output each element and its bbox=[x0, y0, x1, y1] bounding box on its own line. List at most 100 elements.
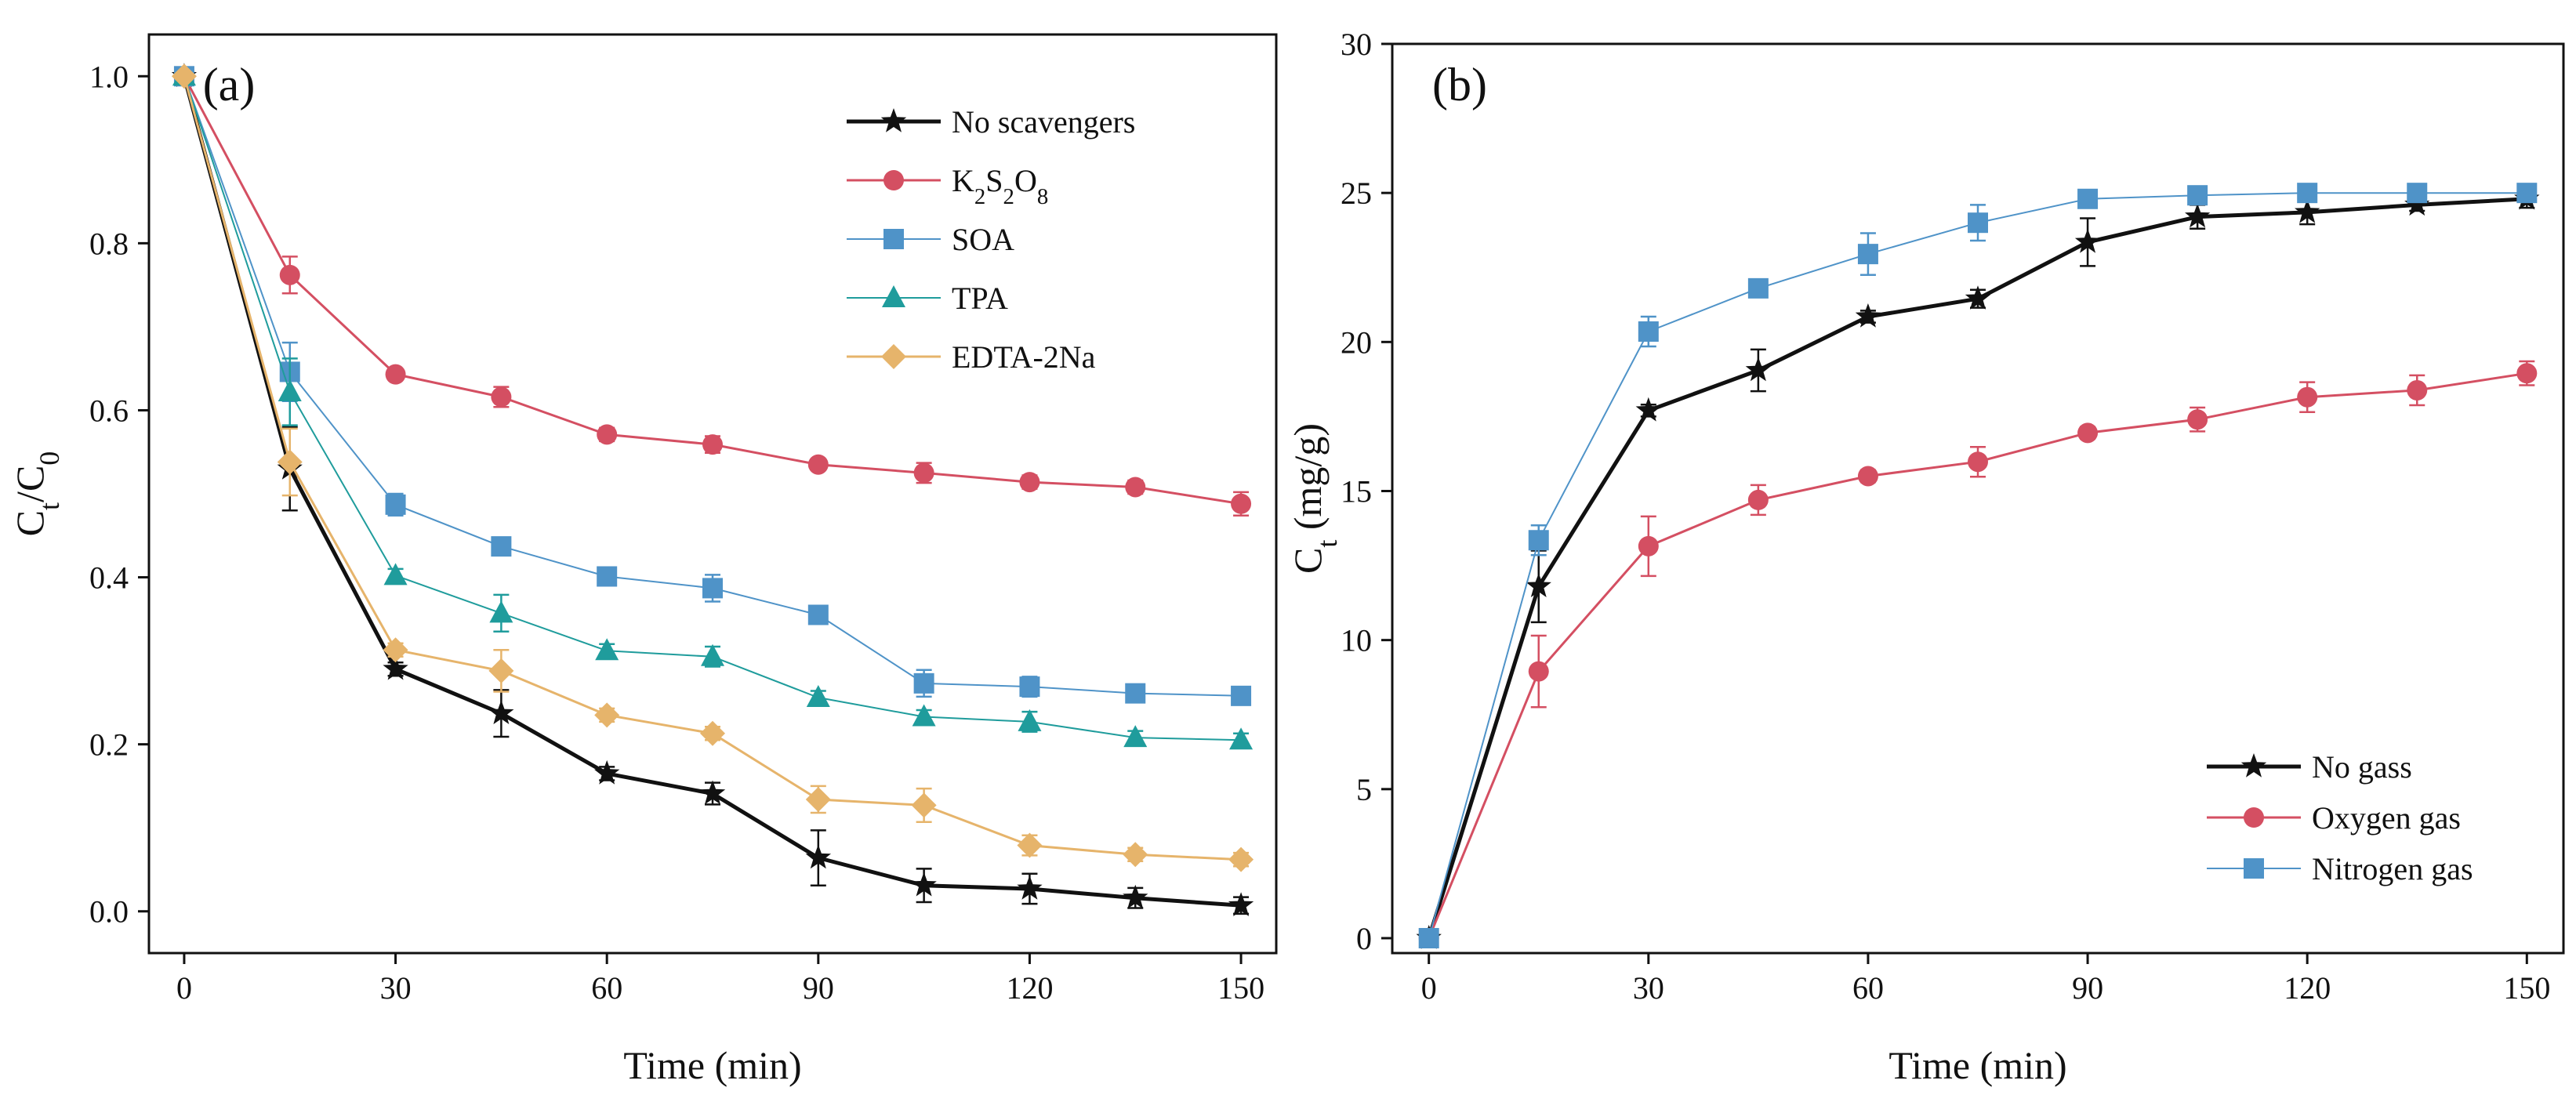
legend-a: No scavengers K2S2O8 SOA TPA EDTA-2Na bbox=[847, 104, 1135, 375]
legend-label: Oxygen gas bbox=[2312, 800, 2461, 836]
y-axis-title: Ct/C0 bbox=[8, 451, 65, 537]
series-soa bbox=[173, 66, 1252, 706]
data-point bbox=[488, 700, 514, 724]
x-tick-label: 150 bbox=[1217, 970, 1264, 1006]
data-point bbox=[2297, 183, 2318, 204]
legend-label: No scavengers bbox=[952, 104, 1135, 140]
data-point bbox=[2516, 363, 2538, 384]
data-point bbox=[594, 702, 620, 728]
series-line bbox=[183, 75, 1242, 741]
data-point bbox=[491, 536, 512, 557]
data-point bbox=[595, 638, 619, 661]
data-point bbox=[1017, 832, 1043, 858]
y-tick-label: 0.0 bbox=[89, 894, 129, 930]
data-point bbox=[1019, 472, 1040, 493]
legend-marker bbox=[883, 229, 904, 249]
data-point bbox=[912, 704, 936, 727]
data-point bbox=[383, 637, 408, 663]
data-point bbox=[1231, 493, 1252, 514]
legend-b: No gass Oxygen gas Nitrogen gas bbox=[2207, 749, 2473, 886]
data-point bbox=[1017, 875, 1043, 900]
y-tick-label: 0.4 bbox=[89, 560, 129, 596]
data-point bbox=[913, 462, 934, 484]
legend-marker bbox=[881, 344, 906, 369]
data-point bbox=[171, 63, 197, 89]
data-point bbox=[2077, 188, 2099, 209]
data-point bbox=[1231, 685, 1252, 706]
data-point bbox=[1228, 892, 1254, 916]
data-point bbox=[385, 364, 406, 385]
data-point bbox=[1638, 321, 1659, 343]
legend-marker bbox=[2244, 858, 2264, 879]
data-point bbox=[702, 434, 723, 455]
x-tick-label: 90 bbox=[2072, 970, 2103, 1006]
legend-label: No gass bbox=[2312, 749, 2412, 785]
data-point bbox=[383, 655, 408, 680]
data-point bbox=[1968, 451, 1988, 473]
data-point bbox=[700, 720, 725, 746]
y-tick-label: 15 bbox=[1341, 473, 1372, 509]
data-point bbox=[807, 454, 829, 475]
data-point bbox=[383, 563, 408, 585]
y-tick-label: 20 bbox=[1341, 324, 1372, 360]
data-point bbox=[1125, 683, 1146, 704]
data-point bbox=[806, 684, 830, 707]
data-point bbox=[1855, 303, 1881, 328]
data-point bbox=[1418, 927, 1439, 948]
series-nitrogen-gas bbox=[1418, 183, 2538, 948]
data-point bbox=[1968, 212, 1988, 234]
y-tick-label: 1.0 bbox=[89, 59, 129, 94]
data-point bbox=[491, 386, 512, 408]
y-tick-label: 5 bbox=[1356, 772, 1372, 807]
y-tick-label: 0 bbox=[1356, 921, 1372, 956]
x-axis-title: Time (min) bbox=[1888, 1043, 2066, 1087]
x-tick-label: 0 bbox=[1421, 970, 1437, 1006]
series-no-scavengers bbox=[171, 63, 1254, 916]
panel-label-b: (b) bbox=[1432, 59, 1487, 111]
legend-marker bbox=[883, 170, 904, 190]
series-tpa bbox=[172, 63, 1254, 750]
data-point bbox=[1019, 676, 1040, 698]
chart-panel-a: 0 30 60 90 120 150 0.0 0.2 0.4 0.6 0.8 1.0 Time (min… bbox=[8, 33, 1278, 1087]
x-tick-label: 60 bbox=[1852, 970, 1884, 1006]
data-point bbox=[1528, 530, 1549, 551]
data-point bbox=[911, 792, 937, 818]
legend-label: EDTA-2Na bbox=[952, 339, 1096, 375]
data-point bbox=[1747, 489, 1769, 510]
data-point bbox=[2404, 191, 2430, 216]
x-tick-label: 30 bbox=[1633, 970, 1664, 1006]
y-tick-label: 0.6 bbox=[89, 393, 129, 428]
data-point bbox=[911, 872, 937, 897]
data-point bbox=[277, 449, 303, 475]
data-point bbox=[597, 424, 618, 445]
data-point bbox=[1528, 661, 1549, 682]
data-point bbox=[2187, 185, 2208, 206]
x-tick-label: 60 bbox=[591, 970, 622, 1006]
y-tick-label: 10 bbox=[1341, 623, 1372, 658]
series-k2s2o8 bbox=[173, 66, 1252, 517]
data-point bbox=[701, 643, 724, 666]
x-tick-label: 120 bbox=[1006, 970, 1053, 1006]
chart-panel-b: 0 30 60 90 120 150 0 5 10 15 20 25 30 Time (min) Ct (m… bbox=[1286, 27, 2565, 1087]
data-point bbox=[1965, 285, 1991, 310]
data-point bbox=[594, 759, 620, 785]
data-point bbox=[597, 566, 618, 587]
data-point bbox=[1857, 244, 1878, 265]
x-axis-title: Time (min) bbox=[623, 1043, 801, 1087]
data-point bbox=[1526, 573, 1551, 597]
y-tick-label: 30 bbox=[1341, 27, 1372, 62]
data-point bbox=[385, 494, 406, 515]
data-point bbox=[488, 658, 514, 683]
x-tick-label: 30 bbox=[380, 970, 412, 1006]
data-point bbox=[1745, 357, 1771, 382]
data-point bbox=[1857, 466, 1878, 487]
legend-marker bbox=[2240, 753, 2267, 778]
data-point bbox=[1123, 884, 1148, 909]
data-point bbox=[1125, 477, 1146, 498]
data-point bbox=[1229, 727, 1254, 750]
x-tick-label: 150 bbox=[2503, 970, 2550, 1006]
data-point bbox=[1123, 725, 1148, 748]
data-point bbox=[805, 844, 831, 869]
plot-frame-b bbox=[1391, 42, 2565, 955]
